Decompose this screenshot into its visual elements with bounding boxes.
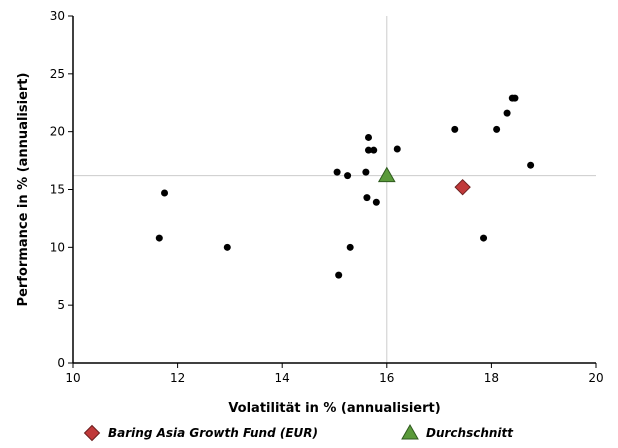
data-point <box>372 198 380 206</box>
y-tick-label: 20 <box>50 125 65 139</box>
data-point <box>155 234 163 242</box>
data-point <box>344 172 352 180</box>
data-point <box>503 109 511 117</box>
x-tick-label: 20 <box>588 371 603 385</box>
data-point <box>511 94 519 102</box>
data-point <box>393 145 401 153</box>
y-tick-label: 15 <box>50 183 65 197</box>
data-point <box>335 271 343 279</box>
data-point <box>364 146 372 154</box>
x-axis-title: Volatilität in % (annualisiert) <box>228 401 440 416</box>
data-point <box>363 194 371 202</box>
x-tick-label: 14 <box>275 371 290 385</box>
y-axis-title: Performance in % (annualisiert) <box>16 73 31 307</box>
data-point <box>161 189 169 197</box>
data-point <box>370 146 378 154</box>
x-tick-label: 10 <box>65 371 80 385</box>
data-point <box>451 125 459 133</box>
y-tick-label: 10 <box>50 240 65 254</box>
y-tick-label: 5 <box>57 298 65 312</box>
legend-label: Baring Asia Growth Fund (EUR) <box>108 426 318 440</box>
data-point <box>362 168 370 176</box>
data-point <box>333 168 341 176</box>
x-tick-label: 12 <box>170 371 185 385</box>
y-tick-label: 0 <box>57 356 65 370</box>
legend-triangle-icon <box>401 423 419 440</box>
legend-label: Durchschnitt <box>426 426 514 440</box>
data-point <box>364 133 372 141</box>
data-point <box>493 125 501 133</box>
average-marker <box>377 166 396 183</box>
data-point <box>527 161 535 169</box>
x-tick-label: 18 <box>484 371 499 385</box>
data-point <box>346 243 354 251</box>
legend-diamond-icon <box>83 424 101 442</box>
data-point <box>480 234 488 242</box>
data-point <box>223 243 231 251</box>
y-tick-label: 30 <box>50 9 65 23</box>
fund-marker <box>454 178 471 196</box>
y-tick-label: 25 <box>50 67 65 81</box>
x-tick-label: 16 <box>379 371 394 385</box>
